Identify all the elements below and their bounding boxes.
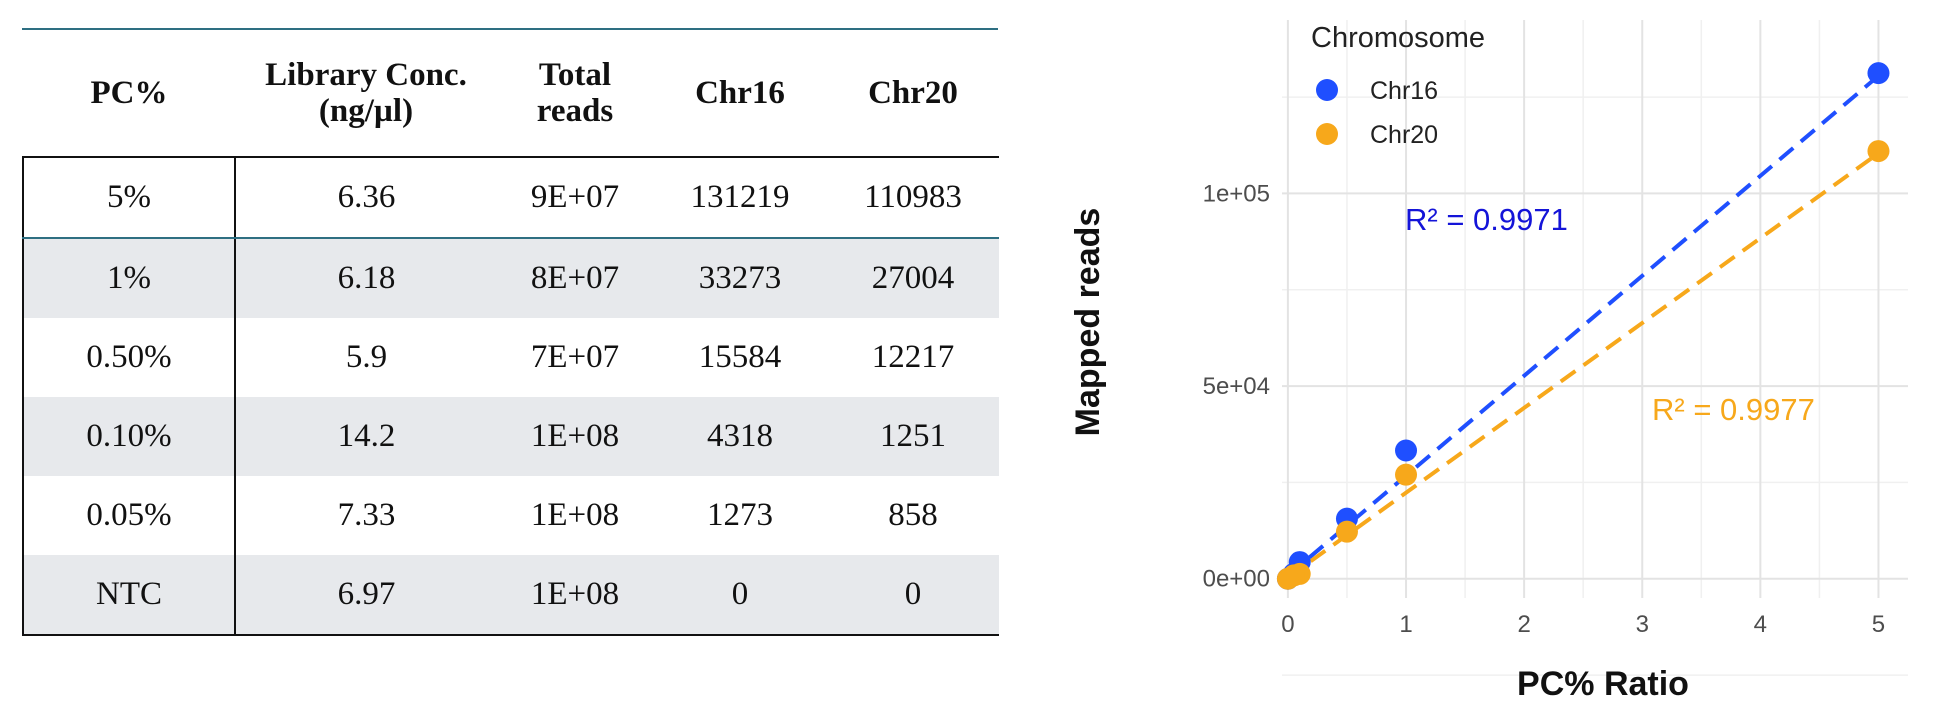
- fit-line-chr20: [1286, 151, 1880, 580]
- legend-swatch-chr20: [1316, 123, 1338, 145]
- results-table: PC% Library Conc. (ng/µl) Total reads Ch…: [22, 30, 999, 636]
- r-squared-chr16: R² = 0.9971: [1405, 202, 1568, 237]
- y-tick-label: 1e+05: [1203, 180, 1270, 207]
- x-tick-label: 5: [1872, 611, 1885, 638]
- table-row: NTC 6.97 1E+08 0 0: [22, 555, 999, 636]
- x-tick-label: 3: [1636, 611, 1649, 638]
- point-chr20: [1276, 567, 1299, 590]
- x-axis-title: PC% Ratio: [1517, 665, 1689, 703]
- header-chr20: Chr20: [868, 74, 958, 111]
- mapped-reads-scatter-chart: 0 1 2 3 4 5 0e+00 5e+04 1e+05 PC% Ratio Mapped r…: [1069, 20, 1908, 703]
- cell-pc-percent: 0.05%: [22, 476, 236, 555]
- point-chr16: [1395, 439, 1418, 462]
- table-row: 5% 6.36 9E+07 131219 110983: [22, 156, 999, 239]
- legend-label-chr16: Chr16: [1370, 77, 1438, 105]
- cell-chr16: 4318: [653, 397, 827, 476]
- header-pc-percent: PC%: [90, 74, 168, 111]
- x-tick-label: 1: [1399, 611, 1412, 638]
- cell-total-reads: 7E+07: [530, 339, 620, 375]
- cell-total-reads: 9E+07: [497, 156, 653, 239]
- cell-chr16: 15584: [698, 339, 782, 375]
- cell-pc-percent: 5%: [22, 156, 236, 239]
- cell-library-conc: 6.36: [235, 156, 497, 239]
- table-row: 0.05% 7.33 1E+08 1273 858: [22, 476, 999, 555]
- cell-chr20: 858: [888, 497, 938, 533]
- cell-chr16: 1273: [707, 497, 773, 533]
- cell-total-reads: 1E+08: [530, 497, 620, 533]
- cell-pc-percent: 0.50%: [22, 318, 236, 397]
- cell-total-reads: 8E+07: [497, 238, 653, 318]
- cell-pc-percent: 1%: [22, 238, 236, 318]
- chart-legend: Chromosome Chr16 Chr20: [1311, 22, 1485, 149]
- legend-label-chr20: Chr20: [1370, 121, 1438, 149]
- cell-total-reads: 1E+08: [497, 397, 653, 476]
- cell-chr20: 110983: [827, 156, 999, 239]
- cell-total-reads: 1E+08: [497, 555, 653, 636]
- table-row: 1% 6.18 8E+07 33273 27004: [22, 238, 999, 318]
- y-tick-label: 0e+00: [1203, 566, 1270, 593]
- point-chr20: [1867, 140, 1890, 163]
- cell-chr16: 0: [653, 555, 827, 636]
- y-axis-title: Mapped reads: [1069, 208, 1107, 437]
- table-row: 0.10% 14.2 1E+08 4318 1251: [22, 397, 999, 476]
- fit-lines: [1286, 74, 1880, 580]
- header-library-conc: Library Conc. (ng/µl): [265, 56, 467, 129]
- cell-chr20: 0: [827, 555, 999, 636]
- table-top-rule: [22, 28, 998, 30]
- cell-chr16: 131219: [653, 156, 827, 239]
- cell-pc-percent: NTC: [22, 555, 236, 636]
- r-squared-chr20: R² = 0.9977: [1652, 392, 1815, 427]
- cell-chr16: 33273: [653, 238, 827, 318]
- fit-line-chr16: [1286, 74, 1880, 578]
- x-tick-label: 0: [1281, 611, 1294, 638]
- x-tick-label: 4: [1754, 611, 1767, 638]
- point-chr20: [1335, 520, 1358, 543]
- point-chr20: [1395, 463, 1418, 486]
- legend-swatch-chr16: [1316, 79, 1338, 101]
- axis-ticks: 0 1 2 3 4 5 0e+00 5e+04 1e+05: [1203, 180, 1886, 638]
- cell-pc-percent: 0.10%: [22, 397, 236, 476]
- point-chr16: [1867, 62, 1890, 85]
- cell-chr20: 1251: [827, 397, 999, 476]
- cell-library-conc: 6.18: [235, 238, 497, 318]
- cell-library-conc: 7.33: [337, 497, 396, 533]
- cell-library-conc: 6.97: [235, 555, 497, 636]
- legend-title: Chromosome: [1311, 22, 1485, 54]
- results-table-container: PC% Library Conc. (ng/µl) Total reads Ch…: [22, 28, 999, 636]
- y-tick-label: 5e+04: [1203, 373, 1270, 400]
- cell-chr20: 12217: [871, 339, 955, 375]
- chart-grid: [1282, 20, 1908, 676]
- data-points: [1276, 62, 1890, 590]
- cell-library-conc: 5.9: [345, 339, 388, 375]
- table-header-row: PC% Library Conc. (ng/µl) Total reads Ch…: [23, 30, 999, 157]
- x-tick-label: 2: [1517, 611, 1530, 638]
- cell-chr20: 27004: [827, 238, 999, 318]
- header-chr16: Chr16: [695, 74, 785, 111]
- cell-library-conc: 14.2: [235, 397, 497, 476]
- header-total-reads: Total reads: [536, 56, 614, 129]
- table-row: 0.50% 5.9 7E+07 15584 12217: [22, 318, 999, 397]
